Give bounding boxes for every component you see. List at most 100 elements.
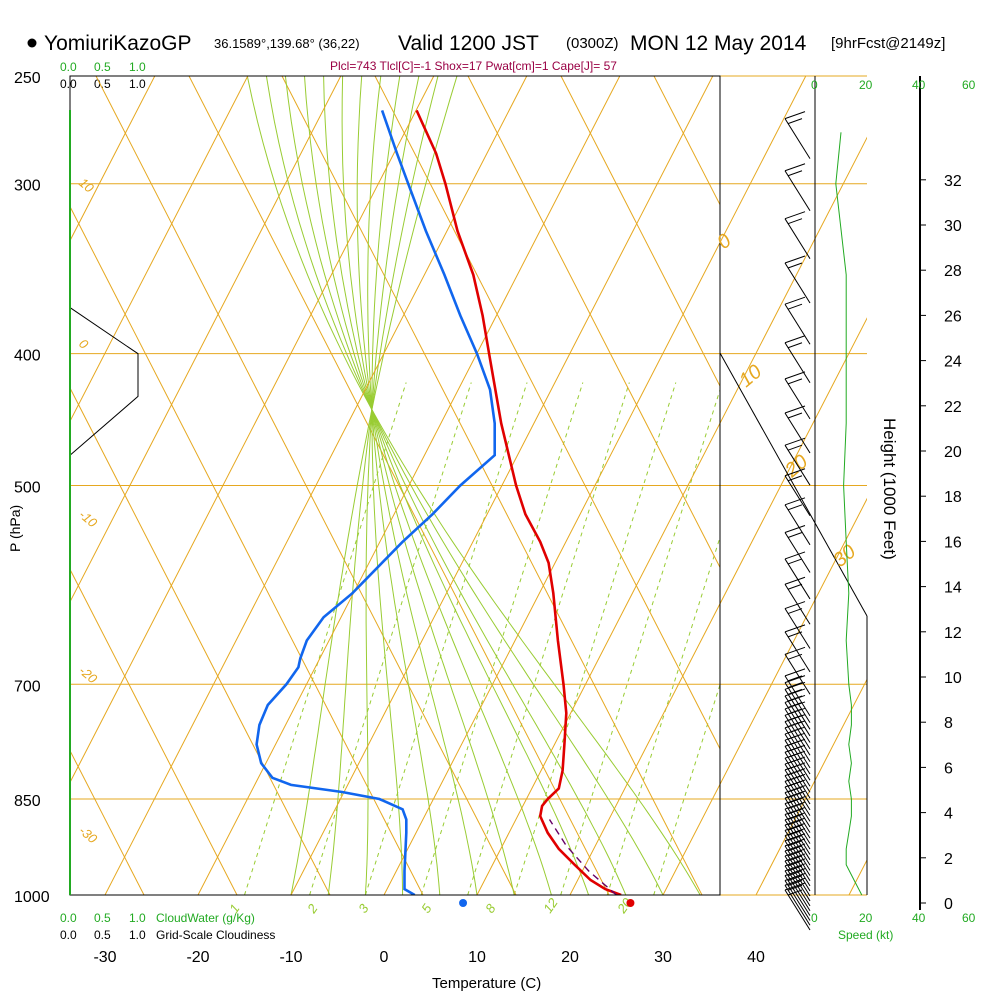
wind-barb [784, 576, 811, 625]
isotherm-label-right: 10 [735, 361, 766, 392]
surface-dewpoint-marker [459, 899, 468, 907]
wind-barb [784, 525, 811, 573]
wind-barbs [784, 111, 811, 931]
cloud-scale-bottom-05: 0.5 [94, 911, 111, 925]
pressure-tick-label: 1000 [14, 889, 50, 906]
height-tick-label: 24 [944, 354, 962, 371]
isotherm-right [720, 76, 807, 244]
moist-adiabat [323, 76, 552, 895]
isotherm [70, 76, 435, 784]
sounding-indices: Plcl=743 Tlcl[C]=-1 Shox=17 Pwat[cm]=1 C… [330, 59, 617, 73]
height-axis-title: Height (1000 Feet) [880, 418, 899, 560]
temperature-tick-label: -30 [93, 949, 116, 966]
valid-time: Valid 1200 JST [398, 32, 539, 55]
wind-barb [784, 211, 811, 259]
height-tick-label: 26 [944, 308, 962, 325]
wind-barb [784, 111, 811, 159]
moist-adiabat [364, 76, 420, 895]
mixing-ratio-line [244, 382, 407, 895]
station-location: 36.1589°,139.68° (36,22) [214, 36, 360, 51]
moist-adiabat [290, 76, 458, 895]
height-tick-label: 12 [944, 625, 962, 642]
parcel-line [548, 819, 617, 895]
height-tick-label: 16 [944, 534, 962, 551]
moist-adiabat [246, 76, 701, 895]
height-tick-label: 10 [944, 670, 962, 687]
dry-adiabat [560, 76, 720, 388]
sounding-profiles [255, 109, 622, 895]
speed-axis-label: Speed (kt) [838, 928, 893, 942]
height-tick-label: 14 [944, 580, 962, 597]
mixing-ratio-line [653, 683, 720, 895]
pressure-tick-label: 400 [14, 348, 41, 365]
dewpoint-line [255, 109, 496, 895]
station-dot-icon [27, 38, 37, 48]
cloudiness-scale-bottom-05: 0.5 [94, 928, 111, 942]
isotherm-right [848, 858, 867, 895]
isotherm [70, 76, 249, 423]
isotherm [70, 76, 156, 242]
isotherm-lines-right [720, 76, 867, 895]
isotherm [290, 76, 714, 895]
isotherm-label: -20 [76, 663, 101, 687]
mixing-ratio-label: 2 [304, 901, 321, 917]
isotherm [849, 76, 1000, 895]
isotherm-label-right: 30 [829, 541, 860, 572]
height-tick-label: 6 [944, 760, 953, 777]
height-tick-label: 28 [944, 263, 962, 280]
cloudiness-scale-bottom-0: 0.0 [60, 928, 77, 942]
dry-adiabat [281, 76, 703, 895]
cloud-scale-bottom-1: 1.0 [129, 911, 146, 925]
temperature-tick-label: 40 [747, 949, 765, 966]
speed-tick-top-20: 20 [859, 78, 873, 92]
height-tick-label: 4 [944, 806, 953, 823]
cloudiness-line [69, 307, 139, 456]
moist-adiabat [367, 76, 441, 895]
mixing-ratio-line [467, 382, 630, 895]
dry-adiabat [70, 749, 145, 895]
cloud-scale-bottom-0: 0.0 [60, 911, 77, 925]
height-tick-label: 30 [944, 218, 962, 235]
wind-barb [784, 624, 811, 673]
pressure-tick-label: 250 [14, 70, 41, 87]
isotherm [476, 422, 720, 895]
mixing-ratio-line [420, 382, 584, 895]
cloud-scale-top-05: 0.5 [94, 60, 111, 74]
height-tick-label: 22 [944, 399, 962, 416]
speed-tick-top-60: 60 [962, 78, 976, 92]
plot-frame [69, 75, 921, 910]
pressure-tick-label: 500 [14, 480, 41, 497]
speed-tick-bottom-40: 40 [912, 911, 926, 925]
isotherm [569, 602, 720, 895]
temperature-tick-label: -10 [279, 949, 302, 966]
wind-barb [784, 163, 811, 212]
valid-date: MON 12 May 2014 [630, 32, 807, 55]
isotherm [383, 241, 720, 895]
speed-tick-bottom-60: 60 [962, 911, 976, 925]
pressure-tick-label: 700 [14, 678, 41, 695]
wind-barb [784, 335, 811, 383]
moist-adiabat [284, 76, 627, 895]
dry-adiabat [95, 76, 517, 895]
wind-barb [784, 296, 811, 345]
mixing-ratio-line [364, 382, 528, 895]
isotherm-label: -10 [76, 507, 101, 531]
mixing-ratio-line [309, 382, 472, 895]
moist-adiabat [265, 76, 664, 895]
wind-barb [784, 668, 811, 717]
isotherm-right [720, 317, 867, 605]
temperature-tick-label: 30 [654, 949, 672, 966]
moist-adiabat [371, 76, 404, 895]
dry-adiabat [70, 205, 424, 895]
temperature-tick-label: 10 [468, 949, 486, 966]
isobar-lines [70, 75, 867, 896]
mixing-ratio-line [606, 535, 720, 895]
height-tick-label: 0 [944, 896, 953, 913]
isotherm [70, 76, 342, 603]
isotherm [197, 76, 621, 895]
wind-barb [784, 468, 811, 517]
isotherm-label: 0 [76, 336, 92, 353]
isotherm-lines [70, 76, 1000, 895]
dry-adiabat [70, 568, 238, 895]
